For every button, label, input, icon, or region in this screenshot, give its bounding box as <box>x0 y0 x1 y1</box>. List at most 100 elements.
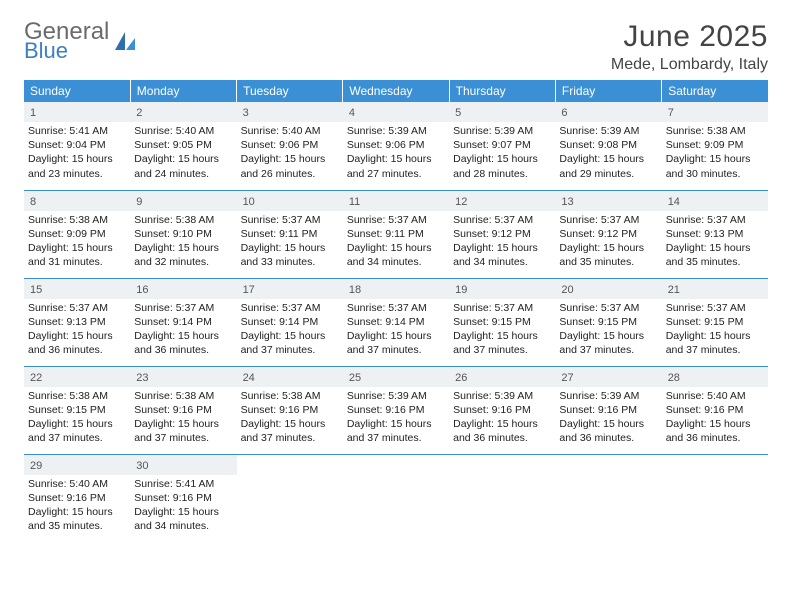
weekday-header: Friday <box>555 80 661 102</box>
day-number-strip: 16 <box>130 279 236 299</box>
calendar-day-cell: 23 Sunrise: 5:38 AMSunset: 9:16 PMDayligh… <box>130 366 236 454</box>
sunrise-line: Sunrise: 5:39 AM <box>347 124 445 138</box>
sunrise-line: Sunrise: 5:38 AM <box>241 389 339 403</box>
sunrise-line: Sunrise: 5:37 AM <box>453 213 551 227</box>
sunrise-line: Sunrise: 5:37 AM <box>559 301 657 315</box>
sunset-line: Sunset: 9:16 PM <box>134 491 232 505</box>
day-info: Sunrise: 5:40 AMSunset: 9:16 PMDaylight:… <box>24 475 130 540</box>
day-info: Sunrise: 5:38 AMSunset: 9:16 PMDaylight:… <box>130 387 236 452</box>
day-info: Sunrise: 5:37 AMSunset: 9:11 PMDaylight:… <box>237 211 343 276</box>
calendar-day-cell: 4Sunrise: 5:39 AMSunset: 9:06 PMDaylight… <box>343 102 449 190</box>
daylight-line: Daylight: 15 hours and 36 minutes. <box>453 417 551 445</box>
calendar-day-cell: 21Sunrise: 5:37 AMSunset: 9:15 PMDayligh… <box>662 278 768 366</box>
calendar-day-cell: 19Sunrise: 5:37 AMSunset: 9:15 PMDayligh… <box>449 278 555 366</box>
calendar-table: SundayMondayTuesdayWednesdayThursdayFrid… <box>24 80 768 542</box>
day-number: 11 <box>349 196 360 208</box>
calendar-day-cell: 20Sunrise: 5:37 AMSunset: 9:15 PMDayligh… <box>555 278 661 366</box>
day-number: 1 <box>30 107 36 119</box>
day-info: Sunrise: 5:40 AMSunset: 9:05 PMDaylight:… <box>130 122 236 187</box>
sunset-line: Sunset: 9:16 PM <box>559 403 657 417</box>
sunrise-line: Sunrise: 5:39 AM <box>453 389 551 403</box>
calendar-day-cell: 25Sunrise: 5:39 AMSunset: 9:16 PMDayligh… <box>343 366 449 454</box>
day-info: Sunrise: 5:39 AMSunset: 9:16 PMDaylight:… <box>555 387 661 452</box>
day-number: 10 <box>243 196 255 208</box>
calendar-day-cell: 18Sunrise: 5:37 AMSunset: 9:14 PMDayligh… <box>343 278 449 366</box>
sunset-line: Sunset: 9:04 PM <box>28 138 126 152</box>
daylight-line: Daylight: 15 hours and 27 minutes. <box>347 152 445 180</box>
sunset-line: Sunset: 9:15 PM <box>559 315 657 329</box>
calendar-day-cell: 11Sunrise: 5:37 AMSunset: 9:11 PMDayligh… <box>343 190 449 278</box>
day-number: 23 <box>136 372 148 384</box>
weekday-header: Monday <box>130 80 236 102</box>
calendar-day-cell: 13Sunrise: 5:37 AMSunset: 9:12 PMDayligh… <box>555 190 661 278</box>
day-number: 30 <box>136 460 148 472</box>
day-number-strip: 4 <box>343 102 449 122</box>
sunrise-line: Sunrise: 5:39 AM <box>453 124 551 138</box>
daylight-line: Daylight: 15 hours and 37 minutes. <box>666 329 764 357</box>
sunrise-line: Sunrise: 5:40 AM <box>28 477 126 491</box>
day-number: 15 <box>30 284 42 296</box>
sunrise-line: Sunrise: 5:41 AM <box>28 124 126 138</box>
daylight-line: Daylight: 15 hours and 37 minutes. <box>28 417 126 445</box>
day-info: Sunrise: 5:39 AMSunset: 9:16 PMDaylight:… <box>343 387 449 452</box>
day-number-strip: 13 <box>555 191 661 211</box>
daylight-line: Daylight: 15 hours and 37 minutes. <box>241 329 339 357</box>
calendar-week-row: 15Sunrise: 5:37 AMSunset: 9:13 PMDayligh… <box>24 278 768 366</box>
day-number-strip: 12 <box>449 191 555 211</box>
day-number-strip: 2 <box>130 102 236 122</box>
day-number-strip: 18 <box>343 279 449 299</box>
calendar-day-cell: 29Sunrise: 5:40 AMSunset: 9:16 PMDayligh… <box>24 454 130 542</box>
day-number: 16 <box>136 284 148 296</box>
sunset-line: Sunset: 9:15 PM <box>453 315 551 329</box>
day-number-strip: 24 <box>237 367 343 387</box>
day-info: Sunrise: 5:39 AMSunset: 9:07 PMDaylight:… <box>449 122 555 187</box>
calendar-day-cell: 8Sunrise: 5:38 AMSunset: 9:09 PMDaylight… <box>24 190 130 278</box>
day-info: Sunrise: 5:38 AMSunset: 9:09 PMDaylight:… <box>662 122 768 187</box>
day-number: 3 <box>243 107 249 119</box>
sunrise-line: Sunrise: 5:40 AM <box>666 389 764 403</box>
day-info: Sunrise: 5:39 AMSunset: 9:16 PMDaylight:… <box>449 387 555 452</box>
calendar-day-cell <box>237 454 343 542</box>
day-number-strip: 9 <box>130 191 236 211</box>
daylight-line: Daylight: 15 hours and 34 minutes. <box>347 241 445 269</box>
sunrise-line: Sunrise: 5:39 AM <box>559 389 657 403</box>
day-info: Sunrise: 5:37 AMSunset: 9:15 PMDaylight:… <box>449 299 555 364</box>
day-info: Sunrise: 5:40 AMSunset: 9:16 PMDaylight:… <box>662 387 768 452</box>
daylight-line: Daylight: 15 hours and 35 minutes. <box>559 241 657 269</box>
sunset-line: Sunset: 9:09 PM <box>666 138 764 152</box>
sunset-line: Sunset: 9:15 PM <box>28 403 126 417</box>
day-number-strip: 21 <box>662 279 768 299</box>
day-number-strip: 7 <box>662 102 768 122</box>
day-number: 9 <box>136 196 142 208</box>
sunset-line: Sunset: 9:14 PM <box>241 315 339 329</box>
day-number: 22 <box>30 372 42 384</box>
day-info: Sunrise: 5:38 AMSunset: 9:15 PMDaylight:… <box>24 387 130 452</box>
sunrise-line: Sunrise: 5:41 AM <box>134 477 232 491</box>
sunrise-line: Sunrise: 5:37 AM <box>347 213 445 227</box>
day-number-strip: 15 <box>24 279 130 299</box>
day-info: Sunrise: 5:37 AMSunset: 9:15 PMDaylight:… <box>555 299 661 364</box>
day-number-strip: 27 <box>555 367 661 387</box>
calendar-day-cell: 22 Sunrise: 5:38 AMSunset: 9:15 PMDayligh… <box>24 366 130 454</box>
calendar-day-cell: 3Sunrise: 5:40 AMSunset: 9:06 PMDaylight… <box>237 102 343 190</box>
daylight-line: Daylight: 15 hours and 24 minutes. <box>134 152 232 180</box>
daylight-line: Daylight: 15 hours and 32 minutes. <box>134 241 232 269</box>
daylight-line: Daylight: 15 hours and 37 minutes. <box>453 329 551 357</box>
day-number: 8 <box>30 196 36 208</box>
daylight-line: Daylight: 15 hours and 36 minutes. <box>134 329 232 357</box>
sunrise-line: Sunrise: 5:38 AM <box>28 213 126 227</box>
day-number: 24 <box>243 372 255 384</box>
sunrise-line: Sunrise: 5:37 AM <box>28 301 126 315</box>
calendar-day-cell: 24Sunrise: 5:38 AMSunset: 9:16 PMDayligh… <box>237 366 343 454</box>
daylight-line: Daylight: 15 hours and 37 minutes. <box>347 417 445 445</box>
day-number: 13 <box>561 196 573 208</box>
day-info: Sunrise: 5:37 AMSunset: 9:15 PMDaylight:… <box>662 299 768 364</box>
sunset-line: Sunset: 9:12 PM <box>453 227 551 241</box>
daylight-line: Daylight: 15 hours and 34 minutes. <box>453 241 551 269</box>
day-number-strip: 19 <box>449 279 555 299</box>
calendar-body: 1Sunrise: 5:41 AMSunset: 9:04 PMDaylight… <box>24 102 768 542</box>
sunset-line: Sunset: 9:16 PM <box>453 403 551 417</box>
sunset-line: Sunset: 9:06 PM <box>241 138 339 152</box>
calendar-header-row: SundayMondayTuesdayWednesdayThursdayFrid… <box>24 80 768 102</box>
day-number-strip: 23 <box>130 367 236 387</box>
